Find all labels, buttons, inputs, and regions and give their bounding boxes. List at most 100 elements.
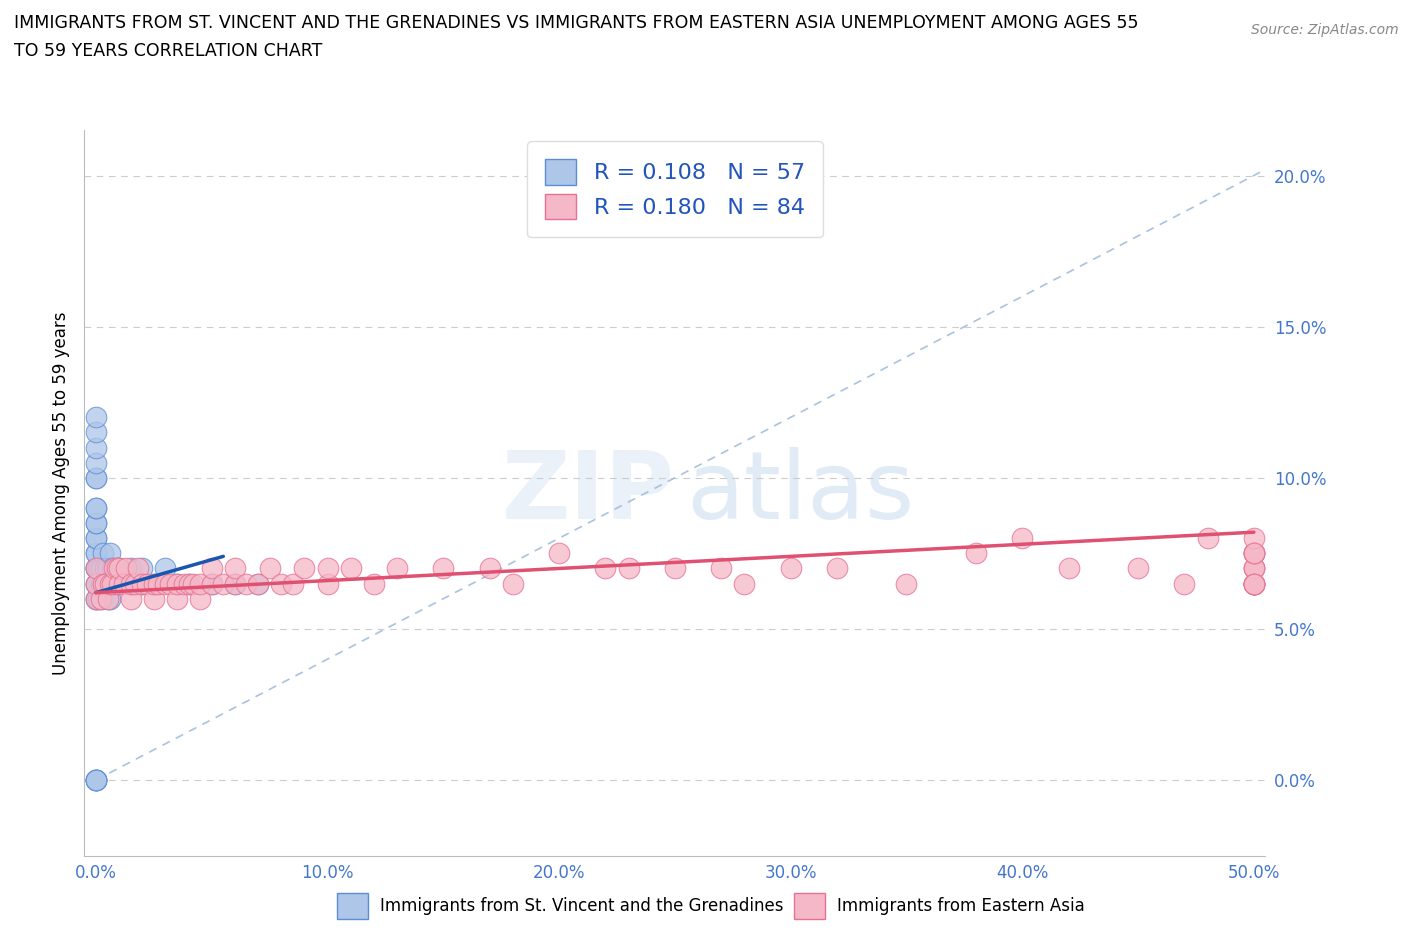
Point (502, 576, 524, 591)
Point (96, 561, 118, 576)
Point (1243, 561, 1265, 576)
Point (84, 561, 107, 576)
Point (159, 576, 181, 591)
Point (84, 561, 107, 576)
Point (825, 561, 848, 576)
Text: IMMIGRANTS FROM ST. VINCENT AND THE GRENADINES VS IMMIGRANTS FROM EASTERN ASIA U: IMMIGRANTS FROM ST. VINCENT AND THE GREN… (14, 14, 1139, 32)
Point (432, 561, 454, 576)
Point (1243, 576, 1265, 591)
Point (84, 773, 107, 788)
Point (84, 546, 107, 561)
Point (91, 576, 114, 591)
Point (120, 561, 142, 576)
Point (1011, 531, 1033, 546)
Point (710, 561, 733, 576)
Point (177, 576, 200, 591)
Point (201, 576, 224, 591)
Text: Immigrants from Eastern Asia: Immigrants from Eastern Asia (837, 897, 1084, 915)
Point (120, 576, 142, 591)
Point (201, 576, 224, 591)
Point (142, 576, 165, 591)
Text: TO 59 YEARS CORRELATION CHART: TO 59 YEARS CORRELATION CHART (14, 42, 322, 60)
Point (548, 168, 571, 183)
Point (281, 576, 304, 591)
Point (131, 576, 153, 591)
Point (166, 576, 188, 591)
Point (166, 591, 188, 606)
Point (779, 561, 801, 576)
Point (84, 591, 107, 606)
Point (96, 591, 118, 606)
Point (90, 591, 112, 606)
Point (1243, 576, 1265, 591)
Point (224, 576, 246, 591)
Point (595, 561, 617, 576)
Point (1243, 546, 1265, 561)
Point (148, 576, 170, 591)
Point (181, 576, 204, 591)
Point (1057, 561, 1080, 576)
Point (247, 576, 270, 591)
Point (142, 576, 165, 591)
Point (224, 561, 246, 576)
Point (108, 561, 131, 576)
Y-axis label: Unemployment Among Ages 55 to 59 years: Unemployment Among Ages 55 to 59 years (52, 312, 70, 674)
Point (84, 410, 107, 425)
Point (94, 561, 117, 576)
Point (1243, 576, 1265, 591)
Point (1243, 546, 1265, 561)
Point (91, 546, 114, 561)
Point (617, 561, 640, 576)
Point (155, 561, 177, 576)
Point (84, 576, 107, 591)
Point (1243, 546, 1265, 561)
Point (84, 773, 107, 788)
Point (91, 576, 114, 591)
Point (101, 576, 124, 591)
Point (1243, 576, 1265, 591)
Point (112, 576, 135, 591)
Legend: R = 0.108   N = 57, R = 0.180   N = 84: R = 0.108 N = 57, R = 0.180 N = 84 (527, 141, 823, 237)
Point (84, 471, 107, 485)
Point (84, 500, 107, 515)
Point (84, 500, 107, 515)
Point (84, 425, 107, 440)
Point (212, 576, 235, 591)
Point (124, 576, 146, 591)
Point (84, 546, 107, 561)
Point (84, 591, 107, 606)
Point (1243, 561, 1265, 576)
Point (201, 561, 224, 576)
Point (108, 561, 131, 576)
Point (166, 576, 188, 591)
Point (108, 576, 131, 591)
Point (84, 576, 107, 591)
Text: ZIP: ZIP (502, 447, 675, 538)
Point (105, 561, 128, 576)
Point (84, 576, 107, 591)
Point (120, 591, 142, 606)
Point (292, 561, 315, 576)
Point (96, 576, 118, 591)
Point (1243, 576, 1265, 591)
Point (98, 546, 121, 561)
Point (173, 576, 195, 591)
Point (363, 576, 385, 591)
Point (664, 561, 686, 576)
Point (94, 576, 117, 591)
Point (1126, 561, 1149, 576)
Text: Source: ZipAtlas.com: Source: ZipAtlas.com (1251, 23, 1399, 37)
Point (101, 561, 124, 576)
Point (98, 576, 121, 591)
Point (316, 561, 339, 576)
Point (1173, 576, 1195, 591)
Point (224, 576, 246, 591)
Point (247, 576, 270, 591)
Point (548, 546, 571, 561)
Point (1243, 561, 1265, 576)
Point (478, 561, 501, 576)
Point (84, 515, 107, 530)
Point (94, 576, 117, 591)
Point (84, 471, 107, 485)
Point (235, 576, 257, 591)
